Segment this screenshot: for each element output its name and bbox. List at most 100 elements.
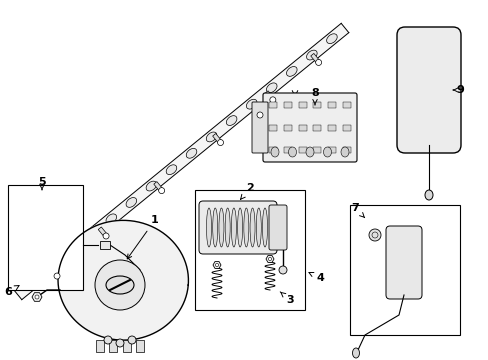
Circle shape	[217, 140, 223, 145]
Ellipse shape	[340, 147, 348, 157]
Ellipse shape	[262, 208, 267, 247]
Polygon shape	[58, 220, 188, 340]
Polygon shape	[49, 267, 59, 277]
Ellipse shape	[206, 132, 217, 142]
Circle shape	[368, 229, 380, 241]
Circle shape	[269, 97, 275, 103]
Ellipse shape	[244, 208, 248, 247]
Ellipse shape	[249, 208, 255, 247]
Circle shape	[35, 295, 39, 299]
Ellipse shape	[166, 165, 176, 175]
Ellipse shape	[286, 67, 297, 76]
Ellipse shape	[256, 208, 261, 247]
Ellipse shape	[219, 208, 224, 247]
Ellipse shape	[266, 83, 277, 93]
Text: 7: 7	[350, 203, 364, 218]
Ellipse shape	[270, 147, 279, 157]
Bar	[136, 340, 143, 352]
FancyBboxPatch shape	[396, 27, 460, 153]
Ellipse shape	[224, 208, 230, 247]
Text: 4: 4	[308, 273, 323, 283]
Bar	[109, 340, 117, 352]
Circle shape	[215, 264, 218, 267]
Circle shape	[54, 273, 60, 279]
FancyBboxPatch shape	[268, 205, 286, 250]
Bar	[349, 205, 459, 335]
Circle shape	[103, 233, 109, 239]
Circle shape	[279, 266, 286, 274]
Text: 3: 3	[280, 292, 293, 305]
Text: 8: 8	[310, 88, 318, 105]
Bar	[342, 102, 350, 108]
Ellipse shape	[146, 181, 156, 191]
Text: 6: 6	[4, 285, 19, 297]
Bar	[100, 241, 110, 249]
Text: 5: 5	[38, 177, 46, 190]
Bar	[8, 185, 83, 290]
Circle shape	[104, 336, 112, 344]
Polygon shape	[98, 227, 107, 237]
Bar	[298, 102, 306, 108]
Text: 1: 1	[127, 215, 159, 259]
Circle shape	[116, 339, 124, 347]
Polygon shape	[265, 256, 273, 262]
Polygon shape	[264, 91, 274, 101]
Ellipse shape	[106, 214, 116, 224]
Ellipse shape	[231, 208, 236, 247]
Ellipse shape	[126, 198, 136, 207]
Bar	[268, 125, 276, 130]
Ellipse shape	[306, 50, 317, 60]
Circle shape	[95, 260, 145, 310]
Ellipse shape	[66, 247, 76, 256]
FancyBboxPatch shape	[385, 226, 421, 299]
Ellipse shape	[186, 148, 196, 158]
Bar	[298, 125, 306, 130]
Ellipse shape	[206, 208, 211, 247]
FancyBboxPatch shape	[263, 93, 356, 162]
Ellipse shape	[246, 99, 257, 109]
FancyBboxPatch shape	[199, 201, 276, 254]
Bar	[96, 340, 104, 352]
Ellipse shape	[86, 230, 96, 240]
Bar	[268, 147, 276, 153]
Polygon shape	[154, 181, 163, 192]
Ellipse shape	[352, 348, 359, 358]
Ellipse shape	[305, 147, 313, 157]
Ellipse shape	[106, 276, 134, 294]
Circle shape	[128, 336, 136, 344]
Ellipse shape	[212, 208, 217, 247]
Bar	[283, 147, 291, 153]
Text: 2: 2	[240, 183, 253, 199]
FancyBboxPatch shape	[251, 102, 267, 153]
Bar	[268, 102, 276, 108]
Bar	[342, 147, 350, 153]
Text: 9: 9	[452, 85, 463, 95]
Polygon shape	[32, 293, 42, 301]
Ellipse shape	[424, 190, 432, 200]
Bar	[123, 340, 131, 352]
Ellipse shape	[46, 263, 56, 273]
Bar	[195, 190, 305, 310]
Circle shape	[315, 59, 321, 66]
Ellipse shape	[323, 147, 331, 157]
Circle shape	[158, 188, 164, 194]
Ellipse shape	[226, 116, 237, 125]
Polygon shape	[213, 261, 221, 269]
Ellipse shape	[26, 279, 36, 289]
Polygon shape	[212, 134, 222, 144]
Bar	[327, 147, 336, 153]
Polygon shape	[14, 23, 348, 300]
Bar	[313, 102, 321, 108]
Bar	[327, 102, 336, 108]
Ellipse shape	[326, 34, 337, 44]
Bar	[283, 125, 291, 130]
Ellipse shape	[237, 208, 242, 247]
Ellipse shape	[288, 147, 296, 157]
Circle shape	[257, 112, 263, 118]
Bar	[342, 125, 350, 130]
Bar	[313, 147, 321, 153]
Bar	[327, 125, 336, 130]
Bar	[283, 102, 291, 108]
Circle shape	[268, 257, 271, 261]
Bar	[298, 147, 306, 153]
